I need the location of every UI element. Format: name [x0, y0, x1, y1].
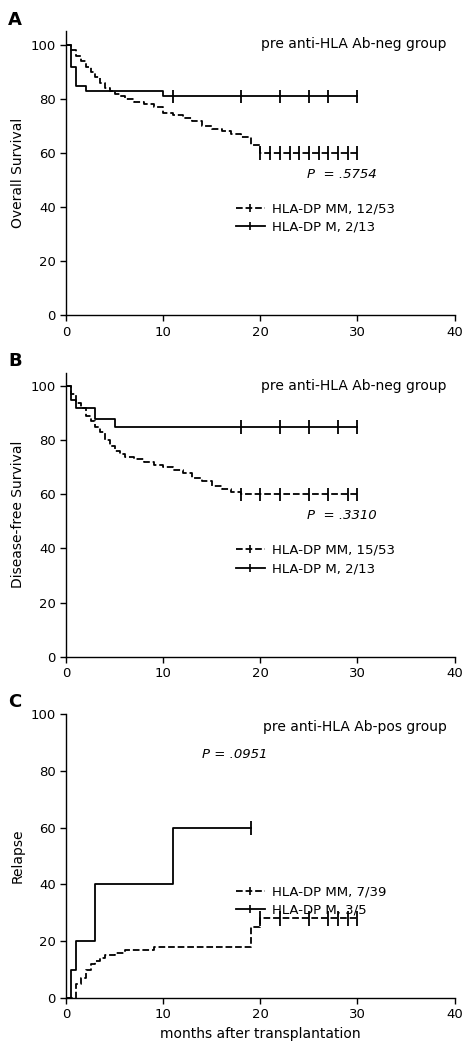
- Text: P  = .5754: P = .5754: [307, 167, 377, 181]
- Legend: HLA-DP MM, 7/39, HLA-DP M, 3/5: HLA-DP MM, 7/39, HLA-DP M, 3/5: [236, 886, 386, 916]
- X-axis label: months after transplantation: months after transplantation: [160, 1027, 361, 1040]
- Y-axis label: Relapse: Relapse: [11, 829, 25, 884]
- Text: pre anti-HLA Ab-pos group: pre anti-HLA Ab-pos group: [263, 720, 447, 734]
- Text: C: C: [8, 693, 21, 711]
- Y-axis label: Overall Survival: Overall Survival: [11, 118, 25, 228]
- Text: A: A: [8, 11, 22, 28]
- Y-axis label: Disease-free Survival: Disease-free Survival: [11, 441, 25, 588]
- Text: B: B: [8, 352, 22, 370]
- Legend: HLA-DP MM, 15/53, HLA-DP M, 2/13: HLA-DP MM, 15/53, HLA-DP M, 2/13: [236, 544, 394, 575]
- Text: P = .0951: P = .0951: [202, 748, 267, 762]
- Text: pre anti-HLA Ab-neg group: pre anti-HLA Ab-neg group: [261, 379, 447, 392]
- Text: pre anti-HLA Ab-neg group: pre anti-HLA Ab-neg group: [261, 37, 447, 52]
- Legend: HLA-DP MM, 12/53, HLA-DP M, 2/13: HLA-DP MM, 12/53, HLA-DP M, 2/13: [236, 203, 394, 234]
- Text: P  = .3310: P = .3310: [307, 509, 377, 522]
